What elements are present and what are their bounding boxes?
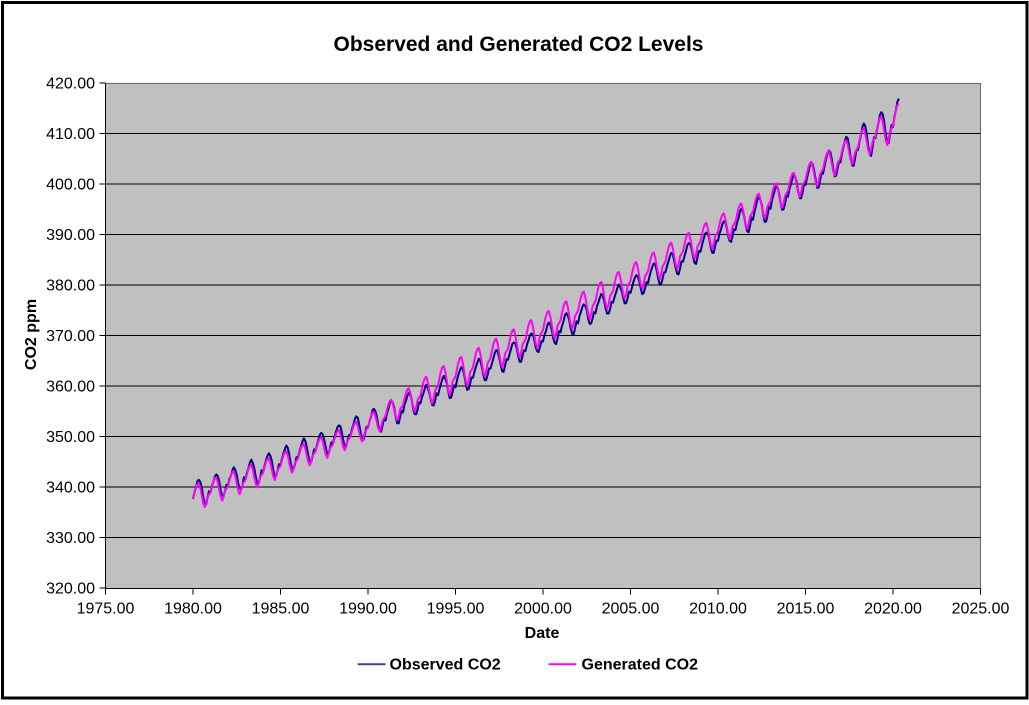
svg-text:2005.00: 2005.00 [602, 601, 660, 618]
svg-text:410.00: 410.00 [46, 126, 95, 143]
svg-text:1975.00: 1975.00 [77, 601, 135, 618]
svg-text:2015.00: 2015.00 [777, 601, 835, 618]
svg-text:350.00: 350.00 [46, 429, 95, 446]
svg-text:370.00: 370.00 [46, 328, 95, 345]
svg-text:2010.00: 2010.00 [689, 601, 747, 618]
svg-text:Generated CO2: Generated CO2 [582, 657, 699, 674]
svg-text:2000.00: 2000.00 [514, 601, 572, 618]
svg-text:330.00: 330.00 [46, 530, 95, 547]
svg-text:Observed CO2: Observed CO2 [390, 657, 501, 674]
svg-text:380.00: 380.00 [46, 277, 95, 294]
svg-text:390.00: 390.00 [46, 227, 95, 244]
svg-text:1985.00: 1985.00 [252, 601, 310, 618]
svg-text:340.00: 340.00 [46, 480, 95, 497]
svg-text:2025.00: 2025.00 [952, 601, 1010, 618]
svg-text:360.00: 360.00 [46, 378, 95, 395]
svg-text:320.00: 320.00 [46, 581, 95, 598]
svg-text:2020.00: 2020.00 [864, 601, 922, 618]
svg-text:400.00: 400.00 [46, 176, 95, 193]
svg-text:Observed and Generated CO2 Lev: Observed and Generated CO2 Levels [334, 33, 704, 56]
svg-text:420.00: 420.00 [46, 75, 95, 92]
svg-text:Date: Date [525, 625, 560, 642]
svg-text:CO2 ppm: CO2 ppm [23, 299, 40, 370]
svg-text:1995.00: 1995.00 [427, 601, 485, 618]
svg-text:1990.00: 1990.00 [339, 601, 397, 618]
svg-text:1980.00: 1980.00 [164, 601, 222, 618]
